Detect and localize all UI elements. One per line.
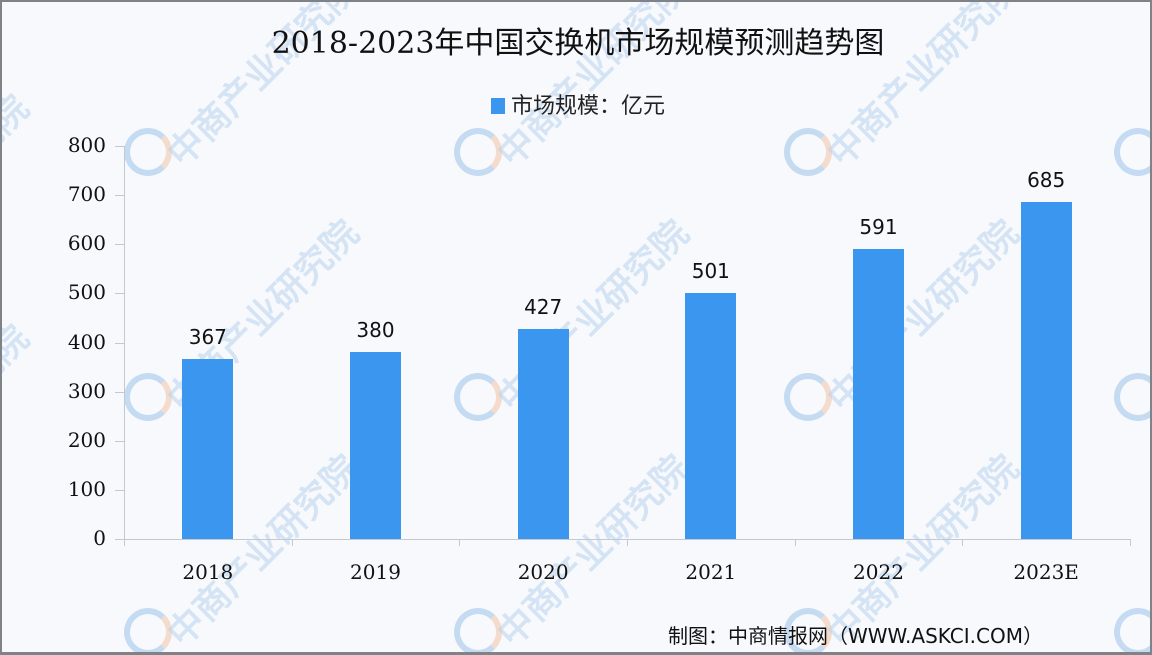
x-tick-label: 2020 xyxy=(517,560,569,584)
data-label: 380 xyxy=(356,318,395,343)
watermark-logo-icon xyxy=(124,128,172,176)
y-tick-label: 500 xyxy=(67,280,106,305)
data-label: 427 xyxy=(524,295,563,320)
y-tick-mark xyxy=(115,195,124,197)
x-tick-label: 2019 xyxy=(350,560,401,584)
x-tick-label: 2023E xyxy=(1013,560,1079,584)
watermark-logo-icon xyxy=(1114,373,1150,421)
bar xyxy=(1020,202,1072,539)
x-tick-label: 2018 xyxy=(182,560,234,584)
x-tick-label: 2021 xyxy=(685,560,737,584)
y-tick-mark xyxy=(115,342,124,344)
watermark-logo-icon xyxy=(784,608,832,652)
bar xyxy=(853,248,904,539)
watermark-logo-icon xyxy=(784,128,832,176)
watermark-logo-icon xyxy=(784,373,832,421)
source-credit: 制图：中商情报网（WWW.ASKCI.COM） xyxy=(668,624,1043,648)
y-tick-label: 0 xyxy=(93,526,106,550)
data-label: 367 xyxy=(188,324,227,349)
y-tick-mark xyxy=(115,391,124,393)
watermark-logo-icon xyxy=(454,608,502,652)
x-tick-label: 2022 xyxy=(853,560,904,584)
watermark-logo-icon xyxy=(1114,608,1150,652)
watermark-logo-icon xyxy=(454,373,502,421)
y-tick-mark xyxy=(115,293,124,295)
y-tick-label: 800 xyxy=(67,133,106,157)
legend-label: 市场规模：亿元 xyxy=(510,94,665,119)
watermark-logo-icon xyxy=(1114,128,1150,176)
watermark-logo-icon xyxy=(124,608,172,652)
y-tick-label: 300 xyxy=(67,378,106,403)
x-tick-mark xyxy=(794,539,796,546)
data-label: 501 xyxy=(691,258,730,283)
watermark-text: 中商产业研究院 xyxy=(819,212,1028,420)
watermark-text: 中商产业研究院 xyxy=(0,317,38,525)
bar xyxy=(685,292,737,539)
x-tick-mark xyxy=(962,539,964,546)
watermark-text: 中商产业研究院 xyxy=(489,447,698,655)
data-label: 685 xyxy=(1027,168,1066,193)
x-tick-mark xyxy=(291,539,293,546)
y-axis-line xyxy=(124,146,125,545)
x-tick-mark xyxy=(1130,539,1131,546)
y-tick-label: 700 xyxy=(67,182,106,207)
x-tick-mark xyxy=(459,539,461,546)
watermark-logo-icon xyxy=(454,128,502,176)
y-tick-mark xyxy=(115,539,124,540)
x-tick-mark xyxy=(124,539,125,546)
watermark-logo-icon xyxy=(124,373,172,421)
y-tick-label: 200 xyxy=(67,427,106,452)
x-tick-mark xyxy=(627,539,628,546)
y-tick-mark xyxy=(115,440,124,442)
y-tick-label: 100 xyxy=(67,476,106,501)
y-tick-label: 600 xyxy=(67,231,106,256)
bar xyxy=(517,329,569,539)
y-tick-mark xyxy=(115,489,124,491)
y-tick-label: 400 xyxy=(67,329,106,354)
legend-swatch xyxy=(490,98,505,114)
y-tick-mark xyxy=(115,244,124,246)
y-tick-mark xyxy=(115,146,124,147)
bar xyxy=(182,358,234,539)
bar xyxy=(350,352,401,539)
data-label: 591 xyxy=(859,214,898,239)
chart-title: 2018-2023年中国交换机市场规模预测趋势图 xyxy=(271,26,885,61)
legend: 市场规模：亿元 xyxy=(2,88,1150,120)
